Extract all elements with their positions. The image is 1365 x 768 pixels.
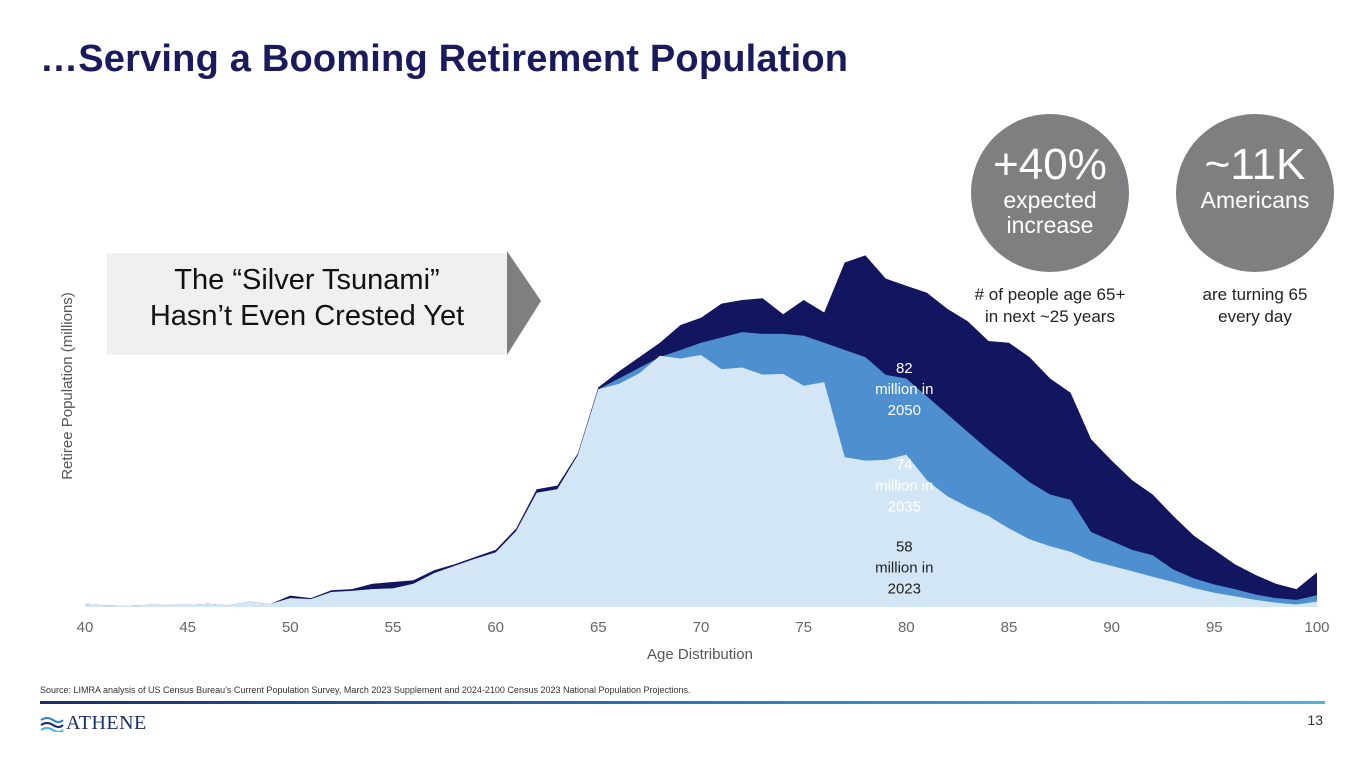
x-tick-label: 45 bbox=[179, 619, 196, 636]
x-tick-label: 40 bbox=[77, 619, 94, 636]
caption-line: # of people age 65+ bbox=[974, 285, 1126, 304]
page-number: 13 bbox=[1307, 712, 1323, 728]
series-label: 74 million in 2035 bbox=[875, 457, 933, 516]
series-label-line: million in bbox=[875, 478, 933, 495]
athene-logo: ATHENE bbox=[40, 712, 147, 735]
series-label-line: 82 bbox=[896, 360, 913, 377]
x-tick-label: 80 bbox=[898, 619, 915, 636]
series-labels: 58 million in 2023 74 million in 2035 82 millio… bbox=[875, 360, 933, 598]
series-label-line: 74 bbox=[896, 457, 913, 474]
stat-value: ~11K bbox=[1204, 140, 1306, 189]
stat-caption-increase: # of people age 65+ in next ~25 years bbox=[950, 284, 1150, 328]
callout-line: The “Silver Tsunami” bbox=[174, 264, 440, 296]
series-label-line: million in bbox=[875, 381, 933, 398]
caption-line: every day bbox=[1218, 307, 1292, 326]
logo-text: ATHENE bbox=[66, 712, 147, 734]
stat-value: +40% bbox=[993, 140, 1107, 189]
series-label: 58 million in 2023 bbox=[875, 539, 933, 598]
page-title: …Serving a Booming Retirement Population bbox=[40, 38, 849, 80]
caption-line: in next ~25 years bbox=[985, 307, 1115, 326]
silver-tsunami-callout: The “Silver Tsunami” Hasn’t Even Crested… bbox=[107, 262, 507, 334]
footer-divider bbox=[40, 701, 1325, 704]
callout-box bbox=[107, 253, 507, 355]
x-tick-label: 50 bbox=[282, 619, 299, 636]
series-label-line: 2035 bbox=[888, 499, 921, 516]
x-axis-label: Age Distribution bbox=[647, 646, 753, 663]
x-tick-label: 85 bbox=[1001, 619, 1018, 636]
x-tick-label: 75 bbox=[795, 619, 812, 636]
x-tick-label: 70 bbox=[693, 619, 710, 636]
x-tick-label: 95 bbox=[1206, 619, 1223, 636]
stat-circle-increase: +40% expected increase bbox=[971, 114, 1129, 272]
callout-arrow-icon bbox=[507, 251, 541, 355]
stat-label: expected bbox=[1003, 187, 1097, 213]
x-tick-label: 60 bbox=[487, 619, 504, 636]
x-tick-label: 90 bbox=[1103, 619, 1120, 636]
series-label-line: 2050 bbox=[888, 402, 921, 419]
series-label-line: 2023 bbox=[888, 581, 921, 598]
stat-caption-americans: are turning 65 every day bbox=[1155, 284, 1355, 328]
stat-label: increase bbox=[1006, 212, 1094, 238]
series-label-line: 58 bbox=[896, 539, 913, 556]
area-series-2023 bbox=[85, 355, 1317, 607]
x-tick-label: 65 bbox=[590, 619, 607, 636]
x-tick-label: 100 bbox=[1304, 619, 1329, 636]
caption-line: are turning 65 bbox=[1202, 285, 1308, 304]
stat-circle-americans: ~11K Americans bbox=[1176, 114, 1334, 272]
area-series-group bbox=[85, 255, 1317, 607]
callout-line: Hasn’t Even Crested Yet bbox=[149, 300, 465, 332]
x-tick-label: 55 bbox=[385, 619, 402, 636]
stat-label: Americans bbox=[1200, 187, 1310, 213]
series-label: 82 million in 2050 bbox=[875, 360, 933, 419]
athene-wave-icon bbox=[40, 716, 64, 732]
y-axis-label: Retiree Population (millions) bbox=[59, 292, 76, 480]
source-note: Source: LIMRA analysis of US Census Bure… bbox=[40, 685, 691, 695]
x-axis-ticks: 40 45 50 55 60 65 70 75 80 85 90 95 100 bbox=[77, 619, 1330, 636]
series-label-line: million in bbox=[875, 560, 933, 577]
